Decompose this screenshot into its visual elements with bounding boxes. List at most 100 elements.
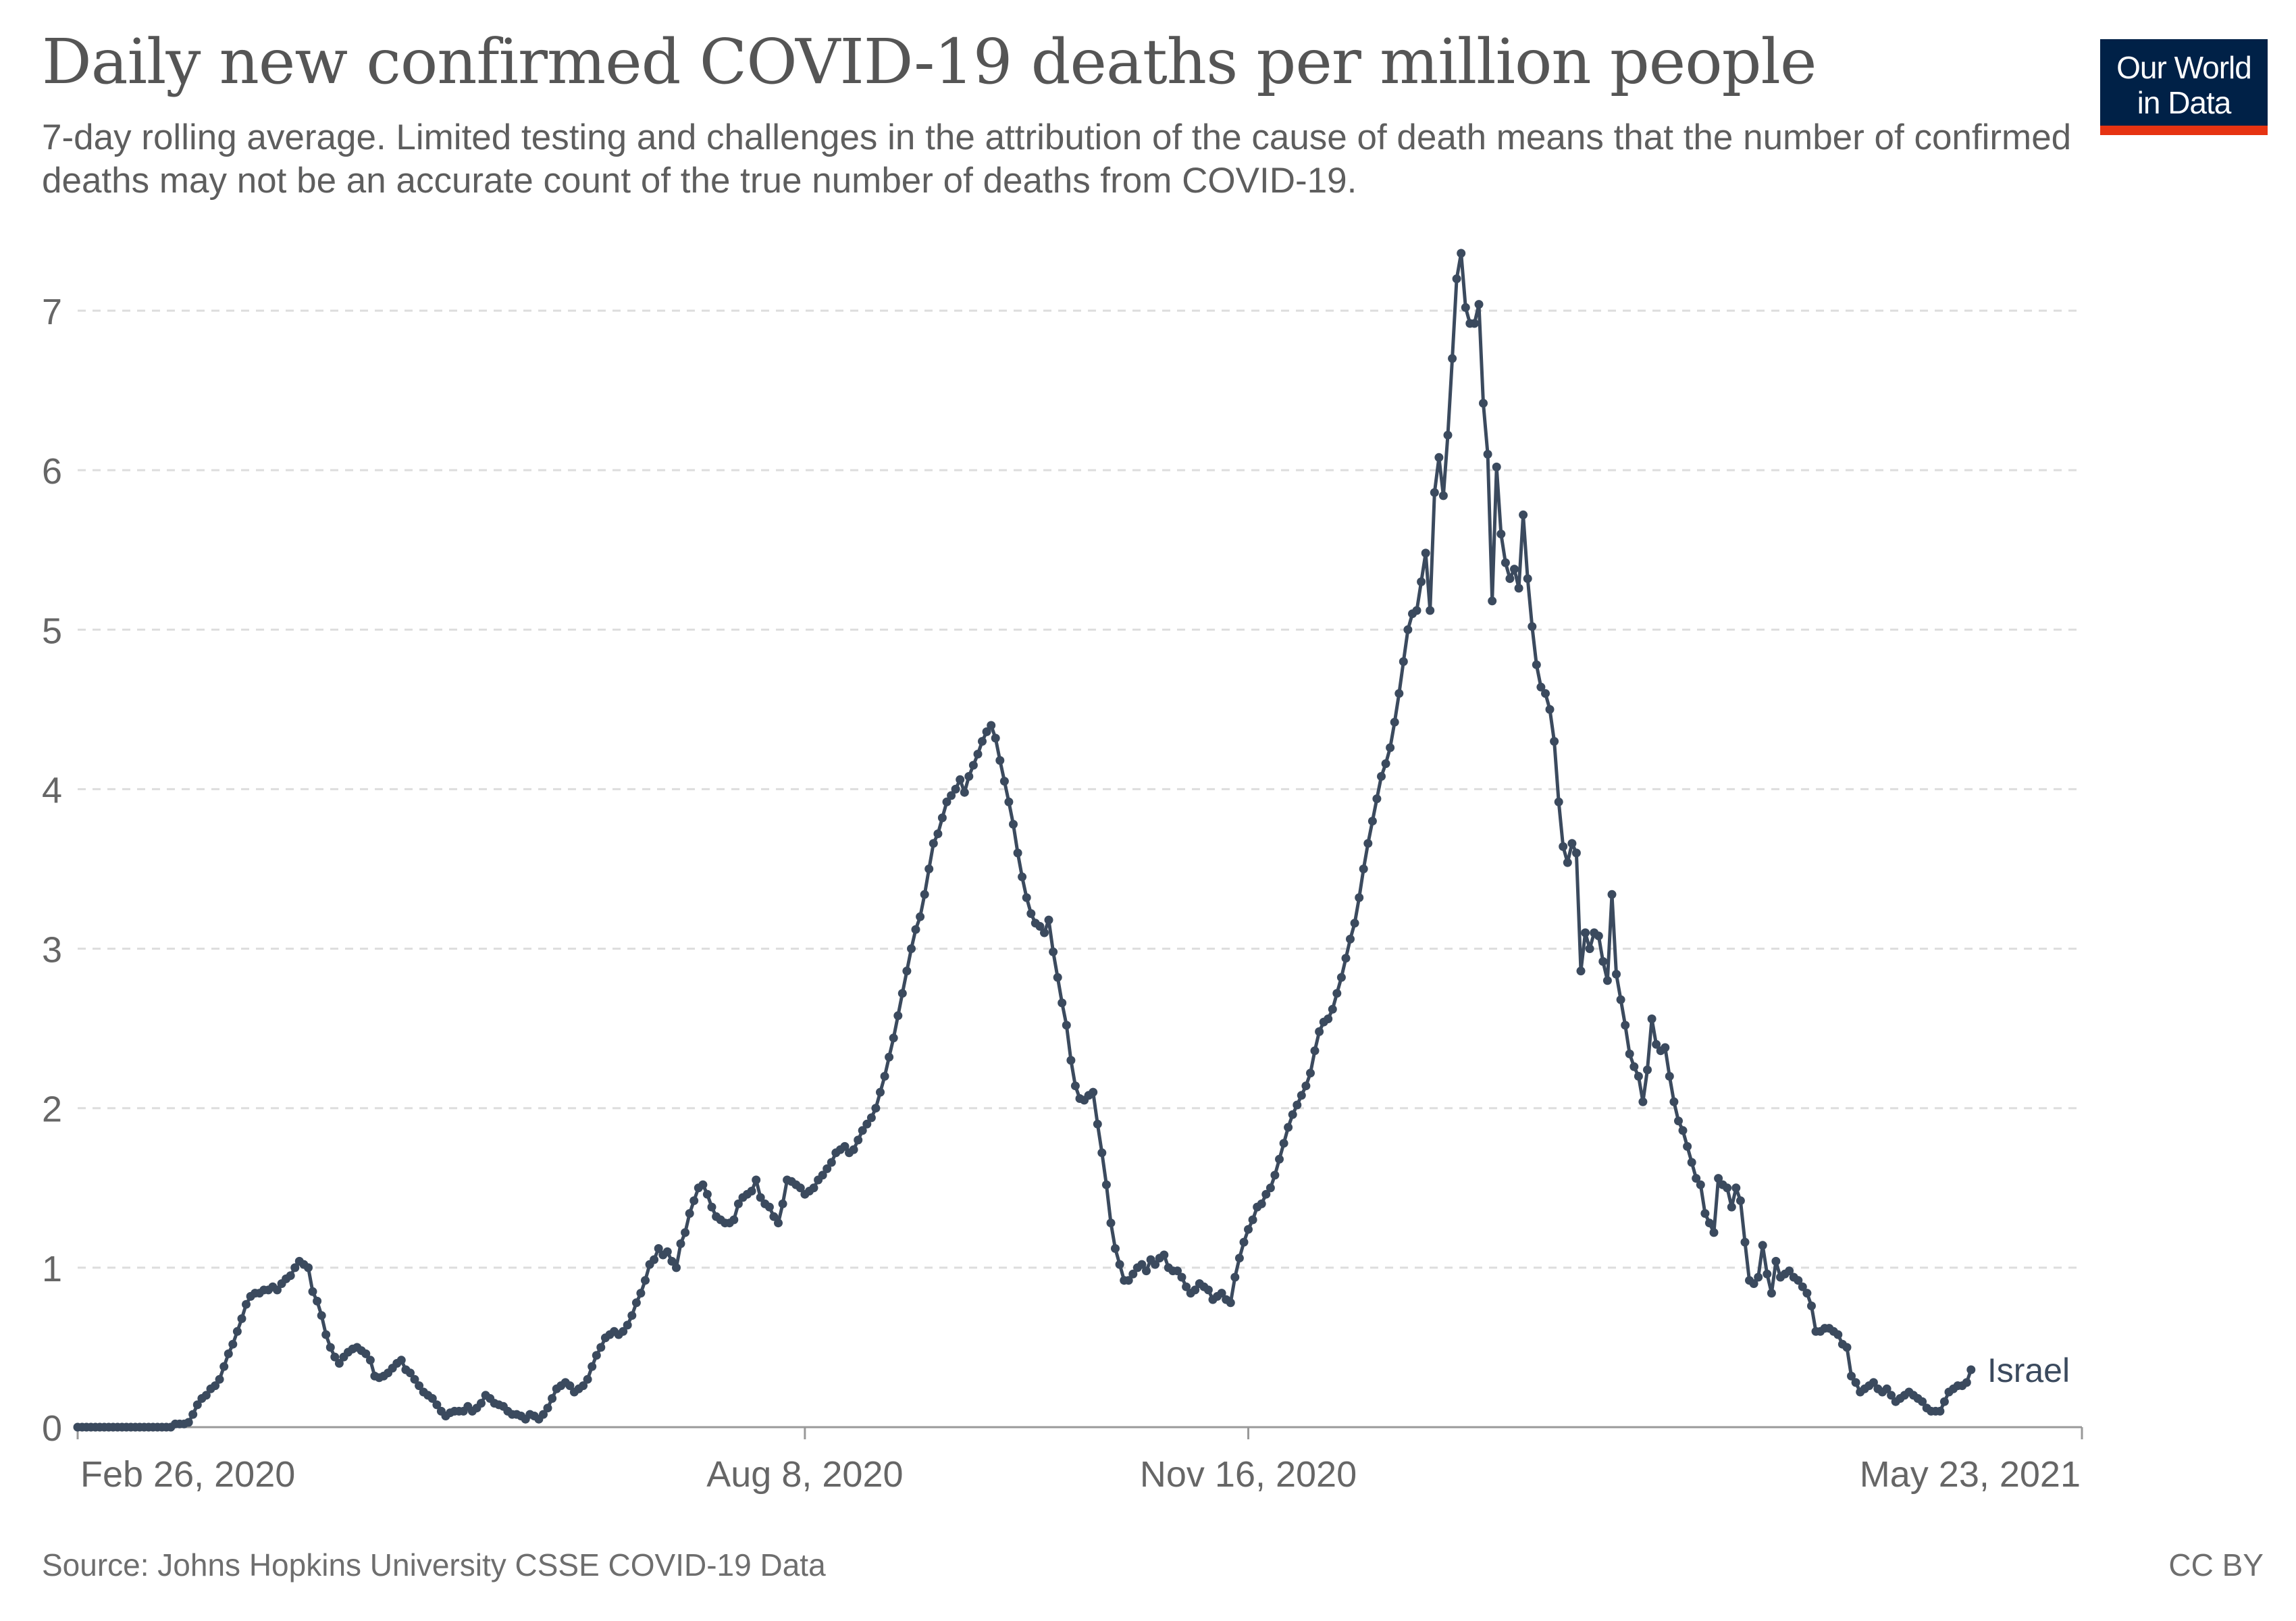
- data-point: [1461, 303, 1470, 312]
- data-point: [937, 813, 947, 823]
- data-point: [1709, 1228, 1719, 1237]
- data-point: [1009, 819, 1018, 829]
- data-point: [1248, 1215, 1257, 1225]
- data-point: [1598, 957, 1608, 966]
- data-point: [823, 1164, 832, 1173]
- data-point: [1634, 1072, 1643, 1081]
- data-point: [1528, 622, 1537, 632]
- data-point: [1536, 682, 1546, 692]
- data-point: [1585, 944, 1594, 954]
- data-point: [1704, 1218, 1714, 1228]
- data-point: [752, 1175, 761, 1185]
- data-point: [681, 1228, 690, 1237]
- data-point: [1700, 1209, 1710, 1218]
- logo-line-2: in Data: [2137, 85, 2232, 120]
- data-point: [317, 1311, 326, 1320]
- data-point: [973, 750, 983, 758]
- y-tick-label-7: 7: [42, 292, 62, 332]
- data-point: [1514, 584, 1523, 593]
- data-point: [911, 925, 920, 934]
- data-point: [1070, 1081, 1080, 1091]
- data-point: [1652, 1039, 1661, 1049]
- data-point: [1545, 704, 1555, 714]
- data-point: [1687, 1158, 1696, 1167]
- data-point: [1390, 717, 1399, 727]
- data-point: [1018, 872, 1027, 881]
- data-point: [1612, 969, 1621, 979]
- data-point: [774, 1218, 783, 1228]
- data-point: [1315, 1027, 1324, 1036]
- data-point: [978, 737, 987, 746]
- data-point: [1661, 1043, 1670, 1052]
- data-point: [1266, 1183, 1275, 1193]
- data-point: [1355, 893, 1364, 902]
- data-point: [579, 1381, 588, 1391]
- data-point: [1625, 1049, 1634, 1058]
- x-axis: Feb 26, 2020 Aug 8, 2020 Nov 16, 2020 May 2…: [76, 1426, 2083, 1495]
- data-point: [1026, 909, 1036, 919]
- data-point: [1239, 1237, 1249, 1247]
- data-point: [588, 1362, 597, 1371]
- data-point: [1510, 565, 1519, 574]
- data-point: [1749, 1279, 1758, 1288]
- data-point: [219, 1362, 229, 1371]
- data-point: [1332, 989, 1342, 998]
- data-point: [1563, 858, 1572, 867]
- data-point: [1062, 1021, 1071, 1030]
- data-point: [1403, 625, 1413, 634]
- data-point: [1714, 1174, 1723, 1183]
- data-point: [396, 1356, 406, 1365]
- license-link[interactable]: CC BY: [2168, 1547, 2264, 1583]
- data-point: [1479, 398, 1488, 408]
- owid-logo[interactable]: Our World in Data: [2100, 39, 2268, 135]
- data-point: [543, 1404, 552, 1413]
- data-point: [676, 1239, 685, 1248]
- data-point: [1488, 596, 1497, 606]
- data-point: [1093, 1119, 1102, 1129]
- x-tick-label-1: Aug 8, 2020: [706, 1454, 903, 1495]
- data-point: [1438, 491, 1448, 500]
- data-point: [1674, 1116, 1683, 1126]
- data-point: [1696, 1180, 1705, 1189]
- data-point: [818, 1170, 827, 1180]
- data-point: [1244, 1225, 1253, 1234]
- data-point: [1350, 919, 1359, 928]
- data-point: [1217, 1289, 1226, 1298]
- data-point: [1602, 976, 1612, 985]
- data-point: [1736, 1196, 1745, 1206]
- data-point: [1058, 998, 1067, 1008]
- data-point: [698, 1180, 708, 1189]
- x-tick-label-2: Nov 16, 2020: [1140, 1454, 1357, 1495]
- data-point: [1807, 1302, 1816, 1310]
- data-point: [1629, 1062, 1639, 1071]
- x-tick-label-0: Feb 26, 2020: [80, 1454, 295, 1495]
- y-tick-label-4: 4: [42, 770, 62, 810]
- data-point: [1643, 1065, 1652, 1075]
- data-point: [406, 1368, 415, 1378]
- data-point: [1448, 354, 1457, 363]
- data-point: [1004, 797, 1014, 806]
- data-point: [1669, 1097, 1679, 1106]
- data-point: [729, 1215, 739, 1225]
- data-point: [907, 944, 916, 954]
- data-point: [631, 1298, 641, 1308]
- data-point: [1571, 848, 1581, 858]
- data-point: [1802, 1289, 1812, 1298]
- data-point: [192, 1400, 202, 1410]
- data-point: [1532, 660, 1541, 669]
- data-point: [968, 761, 978, 770]
- data-point: [1421, 548, 1430, 558]
- data-point: [1918, 1397, 1927, 1406]
- y-tick-label-2: 2: [42, 1089, 62, 1130]
- data-point: [1496, 530, 1506, 539]
- series-labels: Israel: [1987, 1352, 2070, 1389]
- source-note[interactable]: Source: Johns Hopkins University CSSE CO…: [42, 1547, 826, 1583]
- data-point: [623, 1320, 632, 1330]
- data-point: [1412, 606, 1421, 615]
- data-point: [1794, 1276, 1803, 1285]
- data-point: [991, 734, 1000, 743]
- data-point: [565, 1381, 575, 1391]
- y-tick-label-6: 6: [42, 451, 62, 492]
- data-point: [1616, 995, 1625, 1004]
